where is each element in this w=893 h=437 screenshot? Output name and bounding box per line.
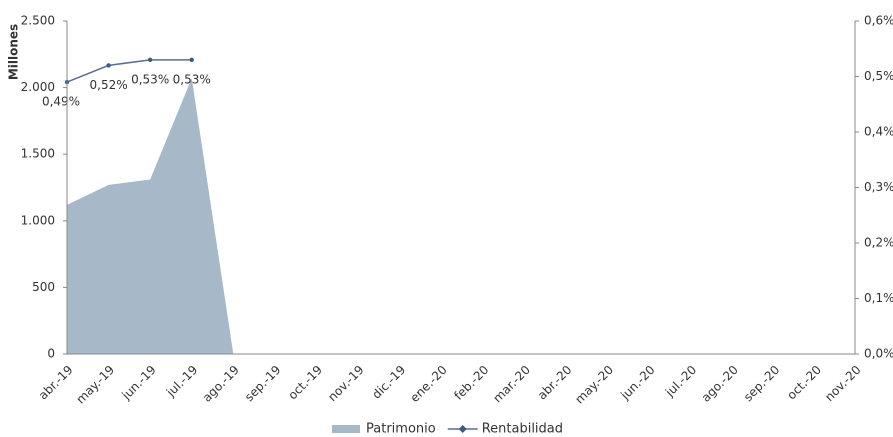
y2-tick-label: 0,2% bbox=[864, 236, 893, 250]
x-tick-label: may.-20 bbox=[572, 363, 616, 407]
y-tick-label: 2.500 bbox=[21, 14, 55, 28]
y2-tick-label: 0,3% bbox=[864, 180, 893, 194]
x-tick-label: jun.-19 bbox=[118, 363, 158, 403]
y-tick-label: 500 bbox=[32, 280, 55, 294]
line-marker bbox=[147, 57, 153, 63]
legend-swatch bbox=[332, 425, 360, 433]
y-tick-label: 1.000 bbox=[21, 213, 55, 227]
x-tick-label: mar.-20 bbox=[490, 363, 533, 406]
y-tick-label: 0 bbox=[47, 347, 55, 361]
y2-tick-label: 0,0% bbox=[864, 347, 893, 361]
x-tick-label: abr.-19 bbox=[36, 363, 76, 403]
x-tick-label: nov.-19 bbox=[325, 363, 366, 404]
x-tick-label: jun.-20 bbox=[617, 363, 657, 403]
y2-tick-label: 0,5% bbox=[864, 69, 893, 83]
y-tick-label: 1.500 bbox=[21, 147, 55, 161]
y2-tick-label: 0,6% bbox=[864, 14, 893, 28]
x-tick-label: feb.-20 bbox=[451, 363, 491, 403]
x-tick-label: abr.-20 bbox=[535, 363, 575, 403]
x-tick-label: jul.-19 bbox=[163, 363, 200, 400]
line bbox=[66, 59, 192, 83]
legend-marker bbox=[458, 425, 467, 433]
line-marker bbox=[189, 57, 194, 63]
x-tick-label: jul.-20 bbox=[662, 363, 699, 400]
y2-tick-label: 0,4% bbox=[864, 125, 893, 139]
x-tick-label: oct.-20 bbox=[784, 363, 824, 403]
data-label: 0,53% bbox=[173, 72, 211, 86]
y2-tick-label: 0,1% bbox=[864, 291, 893, 305]
x-tick-label: ago.-20 bbox=[699, 363, 741, 405]
x-tick-label: dic.-19 bbox=[369, 363, 408, 402]
legend-label: Patrimonio bbox=[366, 422, 436, 437]
legend-label: Rentabilidad bbox=[482, 422, 563, 437]
y-tick-label: 2.000 bbox=[21, 80, 55, 94]
y-axis-label: Millones bbox=[7, 24, 21, 80]
x-tick-label: may.-19 bbox=[73, 363, 117, 407]
x-tick-label: sep.-19 bbox=[242, 363, 283, 404]
x-tick-label: oct.-19 bbox=[285, 363, 325, 403]
x-tick-label: ago.-19 bbox=[200, 363, 242, 405]
area bbox=[67, 78, 857, 354]
data-label: 0,53% bbox=[131, 72, 169, 86]
x-tick-label: ene.-20 bbox=[408, 363, 450, 405]
data-label: 0,49% bbox=[42, 95, 80, 109]
data-label: 0,52% bbox=[90, 78, 128, 92]
x-tick-label: nov.-20 bbox=[822, 363, 863, 404]
line-marker bbox=[106, 63, 111, 68]
x-tick-label: sep.-20 bbox=[741, 363, 782, 404]
